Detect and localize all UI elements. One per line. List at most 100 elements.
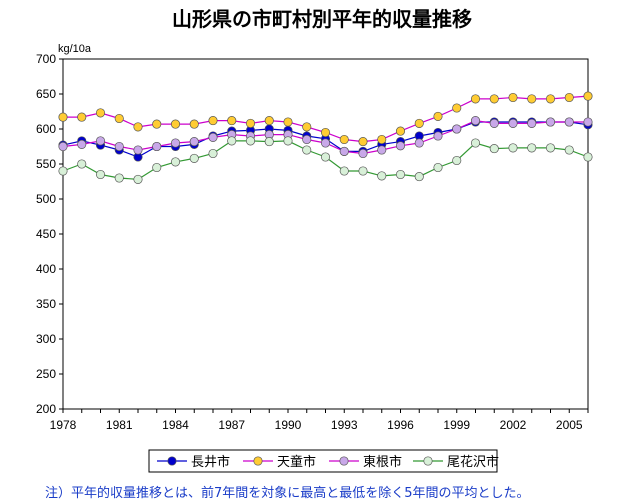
series-2 — [58, 91, 593, 147]
data-point — [283, 136, 293, 146]
data-point — [283, 117, 293, 127]
data-point — [564, 145, 574, 155]
data-point — [527, 143, 537, 153]
data-point — [189, 137, 199, 147]
y-tick-label: 200 — [36, 402, 56, 416]
data-point — [527, 118, 537, 128]
data-point — [152, 162, 162, 173]
data-point — [208, 148, 218, 159]
legend-marker — [339, 456, 349, 466]
data-point — [377, 134, 387, 145]
data-point — [189, 119, 199, 129]
data-point — [470, 116, 481, 126]
data-point — [377, 145, 387, 155]
legend-marker — [253, 456, 263, 466]
data-point — [58, 112, 68, 122]
data-point — [114, 173, 124, 183]
data-point — [264, 116, 274, 126]
legend-label: 東根市 — [363, 454, 402, 470]
data-point — [339, 134, 349, 145]
data-point — [452, 155, 462, 166]
legend-item: 長井市 — [157, 454, 230, 470]
legend-item: 東根市 — [329, 454, 402, 470]
y-tick-label: 400 — [36, 262, 56, 276]
x-tick-label: 1996 — [387, 418, 414, 432]
y-tick-label: 350 — [36, 297, 56, 311]
data-point — [302, 145, 312, 155]
x-tick-label: 1999 — [443, 418, 470, 432]
plot-frame — [62, 58, 589, 410]
data-point — [414, 138, 424, 148]
data-point — [245, 118, 256, 128]
x-tick-label: 1987 — [218, 418, 245, 432]
legend-label: 長井市 — [191, 454, 230, 470]
x-tick-label: 1981 — [106, 418, 133, 432]
legend-marker — [167, 456, 177, 466]
data-point — [452, 124, 462, 134]
data-point — [133, 122, 143, 132]
data-point — [208, 132, 218, 142]
data-point — [358, 166, 368, 176]
data-point — [302, 134, 312, 145]
data-point — [227, 116, 237, 126]
legend-item: 天童市 — [243, 454, 316, 470]
x-tick-label: 2005 — [556, 418, 583, 432]
y-tick-label: 700 — [36, 52, 56, 66]
data-point — [545, 117, 556, 127]
data-point — [489, 94, 499, 104]
data-point — [189, 153, 199, 163]
data-point — [77, 159, 87, 169]
data-point — [114, 141, 124, 152]
y-tick-labels: 200 250 300 350 400 450 500 550 600 650 700 — [36, 52, 56, 416]
x-tick-label: 1984 — [162, 418, 189, 432]
data-point — [320, 127, 331, 138]
series-3 — [58, 116, 593, 159]
data-point — [58, 141, 68, 152]
data-point — [208, 116, 218, 126]
x-tick-label: 2002 — [500, 418, 527, 432]
legend-box — [148, 449, 498, 473]
data-point — [564, 92, 574, 103]
data-point — [508, 143, 518, 153]
data-point — [133, 145, 143, 155]
data-point — [433, 111, 443, 121]
data-point — [133, 174, 143, 184]
data-point — [433, 162, 443, 173]
footnote: 注）平年的収量推移とは、前7年間を対象に最高と最低を除く5年間の平均とした。 — [45, 485, 530, 501]
data-point — [170, 119, 181, 129]
data-point — [170, 138, 181, 148]
data-point — [470, 94, 481, 104]
data-point — [170, 157, 181, 167]
series-layer — [58, 91, 593, 184]
data-point — [564, 117, 574, 127]
data-point — [95, 108, 106, 118]
data-point — [508, 118, 518, 128]
data-point — [527, 94, 537, 104]
y-axis-unit: kg/10a — [58, 43, 92, 55]
legend-label: 天童市 — [277, 454, 316, 470]
data-point — [583, 117, 593, 127]
data-point — [245, 136, 256, 146]
x-tick-labels: 1978 1981 1984 1987 1990 1993 1996 1999 2002 2005 — [50, 418, 583, 432]
data-point — [339, 166, 349, 176]
data-point — [583, 91, 593, 101]
data-point — [470, 138, 481, 148]
data-point — [58, 166, 68, 176]
data-point — [152, 119, 162, 129]
data-point — [545, 143, 556, 153]
legend: 長井市 天童市 東根市 尾花沢市 — [148, 449, 499, 473]
x-tick-label: 1993 — [331, 418, 358, 432]
data-point — [583, 152, 593, 162]
x-tick-label: 1978 — [50, 418, 77, 432]
y-tick-label: 500 — [36, 192, 56, 206]
y-tick-label: 300 — [36, 332, 56, 346]
data-point — [152, 141, 162, 152]
data-point — [452, 103, 462, 113]
series-4 — [58, 136, 593, 184]
y-tick-label: 650 — [36, 87, 56, 101]
y-tick-label: 600 — [36, 122, 56, 136]
legend-item: 尾花沢市 — [413, 454, 499, 470]
data-point — [489, 118, 499, 128]
data-point — [302, 122, 312, 132]
